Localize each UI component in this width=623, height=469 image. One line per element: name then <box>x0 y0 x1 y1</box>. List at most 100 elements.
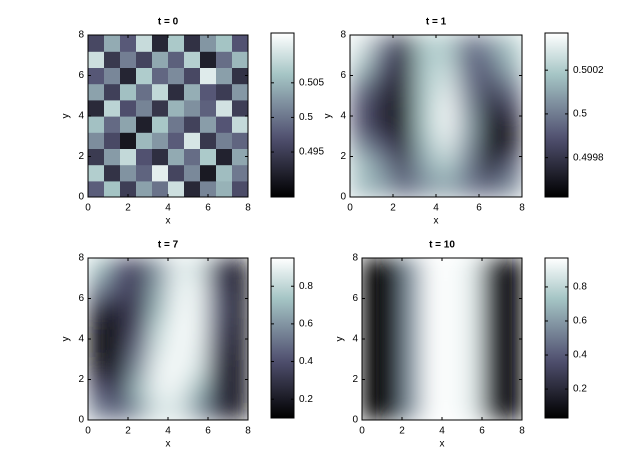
heat-cell <box>136 99 153 117</box>
heat-cell <box>184 132 201 149</box>
colorbar-tick-label: 0.6 <box>573 316 587 327</box>
x-tick-label: 2 <box>125 426 131 437</box>
heat-cell <box>382 278 403 300</box>
heatmap-cells <box>88 258 248 420</box>
heat-cell <box>184 51 201 68</box>
colorbar-tick-label: 0.8 <box>573 282 587 293</box>
heat-cell <box>422 359 443 381</box>
heat-cell <box>402 318 423 340</box>
heat-cell <box>232 51 248 68</box>
heat-cell <box>120 67 137 85</box>
heat-cell <box>120 35 137 52</box>
heat-cell <box>232 116 248 133</box>
heat-cell <box>188 278 209 300</box>
colorbar <box>545 258 568 418</box>
heat-cell <box>88 278 109 300</box>
chart-title: t = 7 <box>158 240 179 251</box>
heat-cell <box>457 156 480 178</box>
heat-cell <box>414 55 437 77</box>
colorbar-tick-label: 0.5 <box>299 112 313 123</box>
x-tick-label: 6 <box>205 426 211 437</box>
heat-cell <box>462 278 483 300</box>
colorbar-tick-label: 0.2 <box>573 384 587 395</box>
heat-cell <box>216 83 233 101</box>
heat-cell <box>88 83 105 101</box>
y-tick-label: 6 <box>340 70 346 81</box>
heat-cell <box>108 379 129 401</box>
heat-cell <box>88 359 109 381</box>
heat-cell <box>108 278 129 300</box>
heat-cell <box>104 180 121 197</box>
heat-cell <box>462 298 483 320</box>
heat-cell <box>120 116 137 133</box>
heat-cell <box>148 298 169 320</box>
heat-cell <box>148 379 169 401</box>
heat-cell <box>188 339 209 360</box>
heat-cell <box>479 116 502 137</box>
heat-cell <box>104 148 121 166</box>
heatmap-cells <box>362 258 522 420</box>
heat-cell <box>362 258 383 279</box>
heat-cell <box>479 55 502 77</box>
heatmap-cells <box>350 35 522 197</box>
colorbar <box>545 33 568 197</box>
heat-cell <box>168 132 185 149</box>
heat-cell <box>104 51 121 68</box>
heat-cell <box>104 67 121 85</box>
colorbar-tick-label: 0.8 <box>299 281 313 292</box>
heat-cell <box>104 99 121 117</box>
heat-cell <box>422 298 443 320</box>
heat-cell <box>88 148 105 166</box>
heat-cell <box>502 339 522 360</box>
heat-cell <box>120 51 137 68</box>
heat-cell <box>436 55 459 77</box>
heat-cell <box>502 399 522 420</box>
heat-cell <box>168 180 185 197</box>
colorbar-tick-label: 0.5 <box>573 109 587 120</box>
y-axis-label: y <box>61 114 72 119</box>
heat-cell <box>168 83 185 101</box>
heat-cell <box>104 83 121 101</box>
y-tick-label: 8 <box>78 30 84 41</box>
y-tick-label: 0 <box>340 192 346 203</box>
heat-cell <box>136 51 153 68</box>
heat-cell <box>184 99 201 117</box>
x-axis-label: x <box>440 439 445 450</box>
heat-cell <box>436 176 459 197</box>
heat-cell <box>168 116 185 133</box>
colorbar <box>271 33 294 197</box>
heat-cell <box>382 318 403 340</box>
heat-cell <box>128 399 149 420</box>
heat-cell <box>184 164 201 182</box>
heat-cell <box>228 379 248 401</box>
heat-cell <box>482 318 503 340</box>
y-tick-label: 4 <box>78 111 84 122</box>
heat-cell <box>88 339 109 360</box>
heat-cell <box>88 180 105 197</box>
heat-cell <box>442 359 463 381</box>
heat-cell <box>168 399 189 420</box>
heat-cell <box>152 83 169 101</box>
heat-cell <box>422 379 443 401</box>
heat-cell <box>232 83 248 101</box>
heat-cell <box>500 75 522 97</box>
heat-cell <box>371 116 394 137</box>
heat-cell <box>362 379 383 401</box>
heat-cell <box>108 339 129 360</box>
heat-cell <box>128 359 149 381</box>
colorbar <box>271 258 294 418</box>
heat-cell <box>88 379 109 401</box>
chart-title: t = 10 <box>429 240 455 251</box>
heat-cell <box>188 379 209 401</box>
heat-cell <box>350 116 373 137</box>
y-tick-label: 6 <box>78 293 84 304</box>
heatmap <box>88 35 248 197</box>
heat-cell <box>228 339 248 360</box>
y-tick-label: 2 <box>352 374 358 385</box>
colorbar-tick-label: 0.5002 <box>573 65 604 76</box>
heat-cell <box>414 116 437 137</box>
heat-cell <box>152 116 169 133</box>
heat-cell <box>120 99 137 117</box>
heat-cell <box>457 55 480 77</box>
heat-cell <box>200 148 217 166</box>
